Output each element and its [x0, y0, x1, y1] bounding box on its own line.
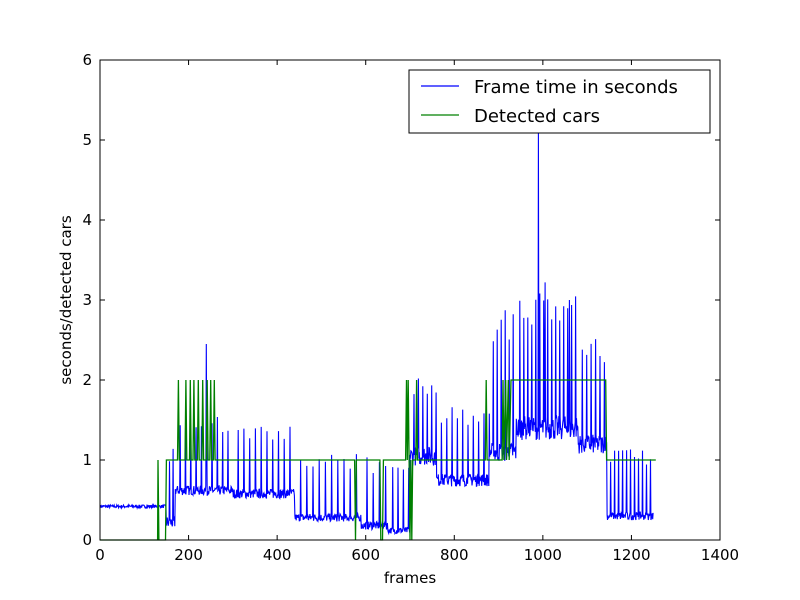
y-tick-label: 0 — [82, 531, 92, 549]
y-axis-label: seconds/detected cars — [57, 215, 75, 384]
x-tick-label: 400 — [263, 546, 292, 564]
tick-layer: 0 200 400 600 800 1000 1200 1400 0 1 2 3 4 5 6 — [82, 51, 739, 564]
x-tick-label: 1000 — [524, 546, 562, 564]
legend-label-frame-time: Frame time in seconds — [474, 77, 678, 98]
x-tick-label: 600 — [351, 546, 380, 564]
y-tick-label: 4 — [82, 211, 92, 229]
x-tick-label: 1400 — [701, 546, 739, 564]
x-axis-label: frames — [384, 569, 436, 587]
legend-label-detected-cars: Detected cars — [474, 106, 600, 127]
x-tick-label: 1200 — [612, 546, 650, 564]
series-layer — [99, 131, 656, 541]
y-tick-label: 1 — [82, 451, 92, 469]
legend-box — [408, 69, 711, 134]
x-tick-label: 200 — [174, 546, 203, 564]
x-tick-label: 0 — [95, 546, 105, 564]
x-tick-label: 800 — [440, 546, 469, 564]
series-line-detected-cars — [100, 379, 656, 541]
y-tick-label: 5 — [82, 131, 92, 149]
series-line-frame-time — [99, 131, 654, 536]
legend: Frame time in seconds Detected cars — [408, 69, 711, 134]
y-tick-label: 3 — [82, 291, 92, 309]
y-tick-label: 6 — [82, 51, 92, 69]
y-tick-label: 2 — [82, 371, 92, 389]
